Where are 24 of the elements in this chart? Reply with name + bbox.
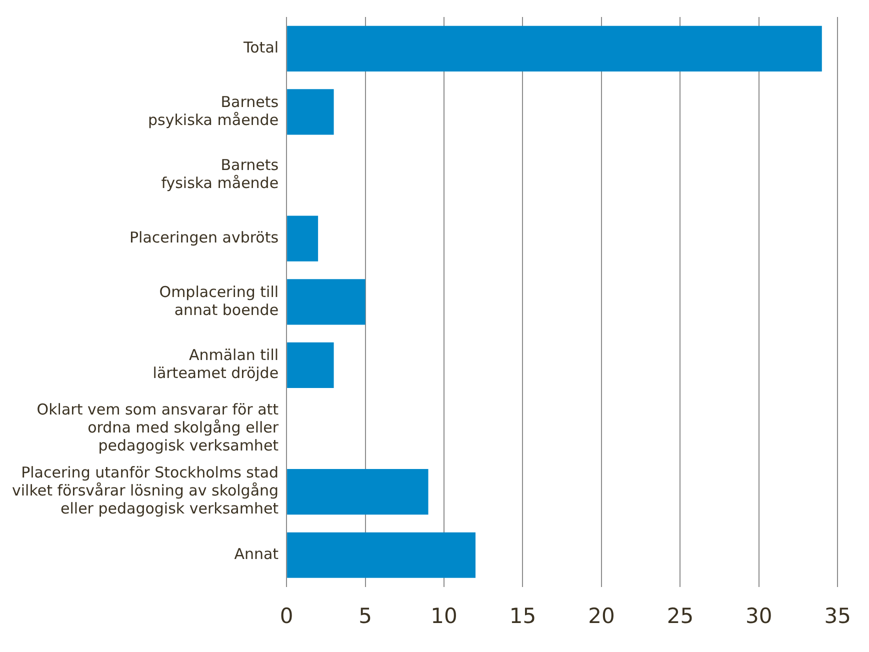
bar: [287, 532, 476, 578]
y-tick-label: Oklart vem som ansvarar för att ordna med skolgång eller pedagogisk verksamhet: [36, 400, 280, 454]
y-tick-label: Anmälan till lärteamet dröjde: [152, 346, 279, 382]
x-tick-label: 30: [746, 604, 772, 628]
x-tick-label: 20: [588, 604, 615, 628]
x-tick-label: 0: [280, 604, 294, 628]
x-tick-label: 35: [824, 604, 852, 628]
x-tick-label: 5: [358, 604, 372, 628]
bar: [287, 279, 366, 325]
bar: [287, 469, 428, 515]
y-tick-label: Barnets fysiska mående: [161, 156, 279, 192]
bar: [287, 342, 334, 388]
bar: [287, 26, 822, 72]
y-tick-label: Total: [242, 38, 279, 57]
x-tick-label: 25: [666, 604, 694, 628]
y-tick-label: Placeringen avbröts: [130, 228, 279, 246]
x-tick-label: 10: [430, 604, 458, 628]
y-tick-label: Placering utanför Stockholms stad vilket försvårar lösning av skolgång eller pedagogisk verksamhet: [12, 464, 279, 518]
y-tick-label: Omplacering till annat boende: [159, 282, 279, 319]
y-tick-label: Annat: [234, 545, 279, 564]
y-tick-label: Barnets psykiska mående: [148, 92, 279, 129]
bar: [287, 89, 334, 135]
bar: [287, 216, 318, 262]
x-tick-label: 15: [509, 604, 536, 628]
